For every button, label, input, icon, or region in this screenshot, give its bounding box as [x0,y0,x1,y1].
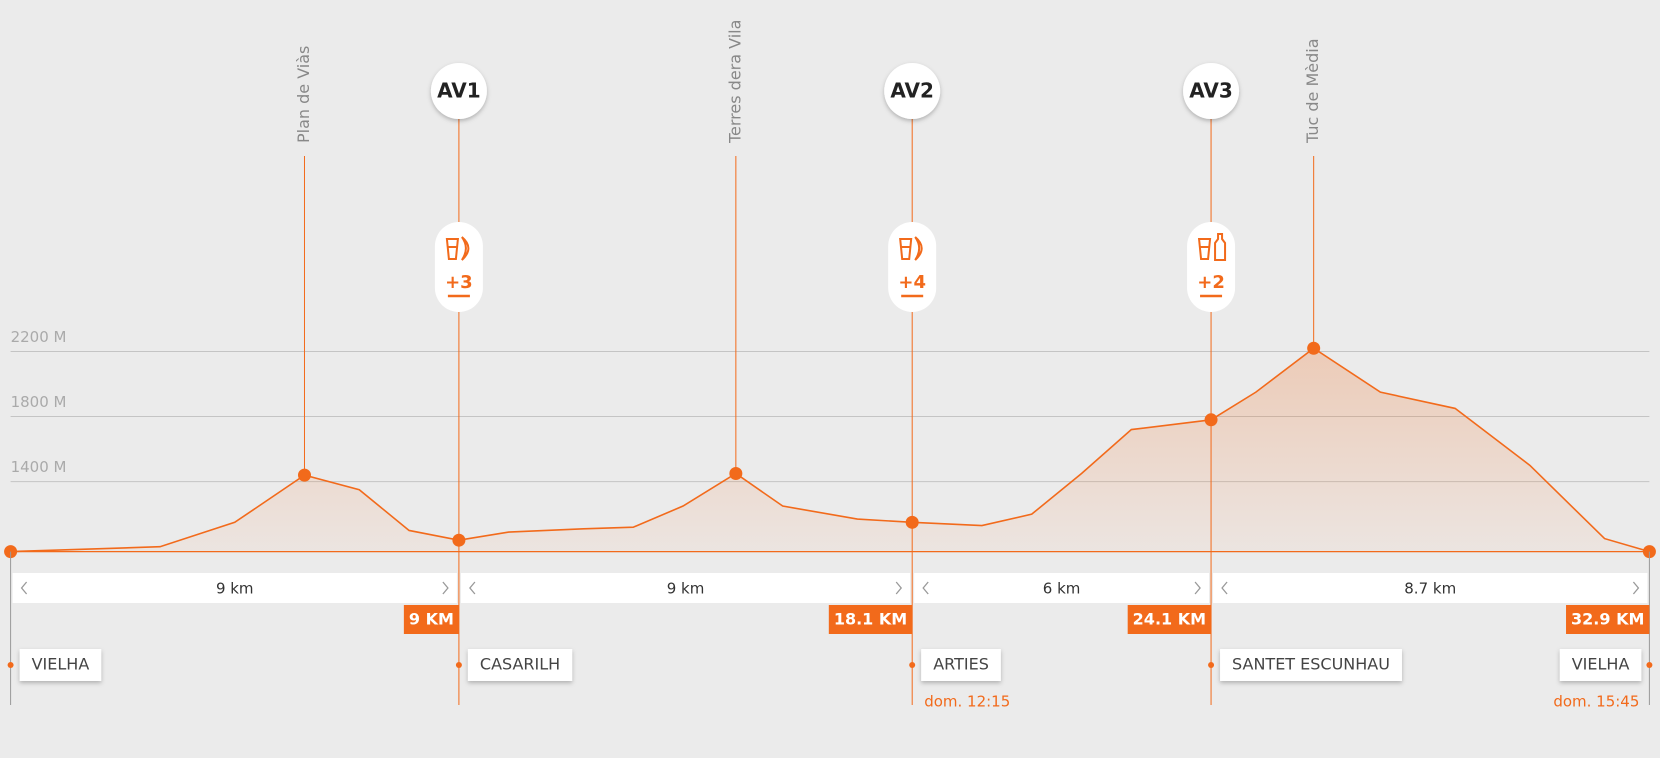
segment-distance: 6 km [1043,580,1081,598]
location-box [19,649,102,681]
supply-count: +3 [445,272,473,293]
chevron-right [1194,581,1201,595]
location-label: VIELHA [1572,655,1630,674]
cup-icon [1197,238,1212,260]
segment-bar [460,573,911,603]
chevron-right [1632,581,1640,595]
bottle-icon [1214,233,1227,261]
chevron-left [20,581,28,595]
segment-distance: 9 km [216,580,254,598]
y-tick-label: 1400 M [11,458,67,476]
aid-badge [884,63,941,119]
location-label: ARTIES [933,655,989,674]
aid-badge [430,63,487,119]
location-box [921,649,1001,681]
chevron-right [895,581,903,595]
peak-marker [297,468,311,482]
checkpoint-dot [1646,662,1653,668]
distance-label: 32.9 KM [1571,610,1644,629]
cup-icon [445,238,460,260]
distance-box [828,605,913,634]
aid-name: AV1 [437,79,481,103]
segment-distance: 9 km [667,580,705,598]
time-label: dom. 12:15 [924,693,1010,711]
distance-box [403,605,459,634]
checkpoint-dot [909,662,916,668]
location-label: SANTET ESCUNHAU [1232,655,1390,674]
profile-area [10,348,1650,552]
peak-name: Plan de Viàs [294,46,313,143]
banana-icon [461,236,470,261]
aid-badge [1183,63,1240,119]
banana-icon [914,236,923,261]
peak-marker [729,467,743,481]
segment-bar [914,573,1210,603]
chevron-left [469,581,476,595]
distance-box [1566,605,1650,634]
distance-label: 24.1 KM [1133,610,1206,629]
location-label: VIELHA [32,655,90,674]
distance-label: 18.1 KM [834,610,907,629]
chevron-left [1221,581,1228,595]
location-box [1220,649,1402,681]
time-label: dom. 15:45 [1553,693,1639,711]
aid-name: AV3 [1189,79,1233,103]
y-tick-label: 2200 M [11,328,67,346]
segment-bar [12,573,457,603]
supply-pill [1187,222,1236,312]
aid-marker [452,533,466,547]
aid-name: AV2 [890,79,934,103]
distance-label: 9 KM [409,610,454,629]
checkpoint-dot [1208,662,1215,668]
chevron-right [442,581,449,595]
y-tick-label: 1800 M [11,393,67,411]
checkpoint-dot [7,662,14,668]
cup-icon [899,238,913,260]
location-box [467,649,573,681]
checkpoint-dot [455,662,462,668]
peak-marker [1307,341,1321,355]
aid-marker [1204,413,1218,427]
profile-line [10,347,1650,553]
distance-box [1127,605,1212,634]
aid-marker [905,515,919,529]
supply-count: +4 [898,272,926,293]
segment-bar [1213,573,1648,603]
segment-distance: 8.7 km [1404,580,1456,598]
supply-pill [888,222,937,312]
supply-pill [434,222,483,312]
peak-name: Tuc de Mèdia [1303,38,1322,144]
supply-count: +2 [1197,272,1225,293]
location-label: CASARILH [480,655,560,674]
location-box [1559,649,1642,681]
peak-name: Terres dera Vila [725,20,744,144]
chevron-left [922,581,929,595]
